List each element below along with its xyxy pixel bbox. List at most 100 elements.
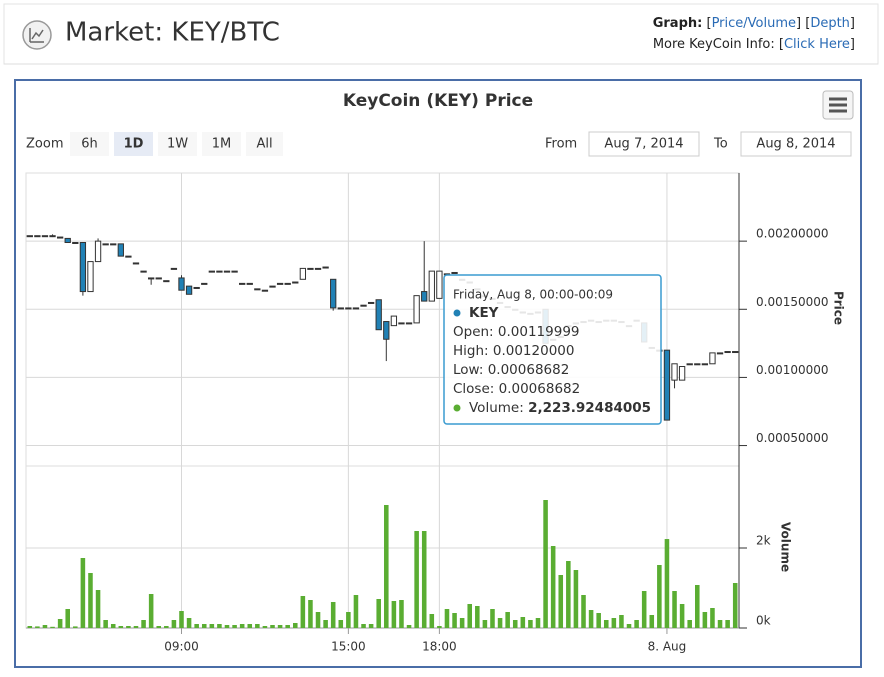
candle-body <box>110 243 117 246</box>
tooltip: Friday, Aug 8, 00:00-00:09 KEY Open: 0.001… <box>443 274 662 425</box>
bracket: ] <box>850 16 855 31</box>
candle-body <box>193 286 200 289</box>
candle-body <box>79 242 87 293</box>
chart-frame <box>14 79 862 668</box>
candle-body <box>56 236 64 239</box>
depth-link[interactable]: Depth <box>810 16 850 31</box>
volume-bar <box>338 620 344 628</box>
from-value[interactable]: Aug 7, 2014 <box>604 137 683 152</box>
candle-body <box>201 282 208 285</box>
volume-bar <box>65 609 70 628</box>
y-tick-label: 0.00200000 <box>756 227 829 241</box>
candle-body <box>352 307 360 310</box>
volume-bar <box>528 620 533 628</box>
volume-bar <box>732 583 738 628</box>
candle-body <box>102 243 109 246</box>
zoom-button-label[interactable]: 1M <box>212 137 232 152</box>
candle-body <box>269 285 276 288</box>
volume-bar <box>224 625 230 628</box>
to-input[interactable] <box>740 131 852 157</box>
tooltip-volume: Volume: 2,223.92484005 <box>469 400 651 416</box>
volume-bar <box>323 620 328 628</box>
volume-bar <box>73 626 78 628</box>
zoom-button-label[interactable]: 1W <box>167 137 188 152</box>
candle-body <box>709 352 716 365</box>
volume-bar <box>588 610 594 628</box>
zoom-button[interactable] <box>158 132 197 156</box>
zoom-button[interactable] <box>70 132 109 156</box>
volume-bar <box>148 594 154 628</box>
candle-body <box>383 321 390 340</box>
volume-bar <box>156 626 162 628</box>
candle-body <box>345 307 352 310</box>
zoom-button-label[interactable]: All <box>256 137 272 152</box>
tooltip-series: KEY <box>469 305 499 321</box>
volume-bar <box>179 611 184 628</box>
to-value[interactable]: Aug 8, 2014 <box>756 137 835 152</box>
candle-body <box>140 270 147 273</box>
volume-bar <box>421 531 427 628</box>
candle-body <box>299 267 307 280</box>
zoom-button[interactable] <box>114 132 153 156</box>
x-tick-label: 09:00 <box>164 640 199 654</box>
volume-bar <box>543 500 548 628</box>
candle-body <box>307 267 314 270</box>
export-menu[interactable] <box>822 90 854 120</box>
zoom-button[interactable] <box>202 132 241 156</box>
volume-bar <box>391 601 397 628</box>
bracket: [ <box>805 16 810 31</box>
volume-bar <box>475 606 480 628</box>
candle-body <box>147 277 155 280</box>
volume-bar <box>133 626 139 628</box>
volume-bar <box>42 625 48 628</box>
candle-body <box>125 255 132 258</box>
bracket: [ <box>706 16 711 31</box>
volume-bar <box>164 626 169 628</box>
tooltip-row: Open: 0.00119999 <box>453 324 580 340</box>
zoom-button-label[interactable]: 1D <box>124 137 144 152</box>
volume-bar <box>603 620 609 628</box>
zoom-button[interactable] <box>246 132 283 156</box>
candle-body <box>246 282 253 285</box>
volume-bar <box>346 612 351 628</box>
volume-bar <box>634 620 639 628</box>
volume-bar <box>482 620 488 628</box>
tooltip-row: Close: 0.00068682 <box>453 381 580 397</box>
y2-tick-label: 2k <box>756 534 771 548</box>
volume-bar <box>452 613 457 628</box>
price-volume-link[interactable]: Price/Volume <box>712 16 796 31</box>
volume-bar <box>384 505 389 628</box>
market-icon-glyph <box>29 28 44 43</box>
volume-bar <box>437 626 442 628</box>
volume-bar <box>619 615 624 628</box>
volume-bar <box>88 573 93 628</box>
volume-bar <box>194 624 199 628</box>
zoom-button-label[interactable]: 6h <box>81 137 98 152</box>
volume-bar <box>255 624 260 628</box>
candle-body <box>390 315 398 327</box>
candle-body <box>716 352 724 355</box>
candle-body <box>292 281 299 284</box>
volume-bar <box>361 624 366 628</box>
volume-bar <box>285 625 290 628</box>
from-input[interactable] <box>588 131 700 157</box>
y2-axis-title: Volume <box>779 522 793 572</box>
candle-body <box>398 322 405 325</box>
info-link[interactable]: Click Here <box>784 37 850 52</box>
volume-bar <box>376 599 381 628</box>
volume-bar <box>103 620 108 628</box>
volume-bar <box>596 613 601 628</box>
candle-body <box>261 289 269 292</box>
volume-bar <box>520 617 526 628</box>
volume-bar <box>459 618 465 628</box>
from-label: From <box>545 137 577 152</box>
candle-body <box>451 271 458 274</box>
candle-body <box>64 237 71 244</box>
candle-body <box>185 285 193 295</box>
volume-bar <box>270 625 275 628</box>
volume-bar <box>657 565 662 628</box>
volume-bar <box>315 612 321 628</box>
to-label: To <box>713 137 728 152</box>
volume-bar <box>57 619 63 628</box>
series-dot <box>453 309 461 317</box>
